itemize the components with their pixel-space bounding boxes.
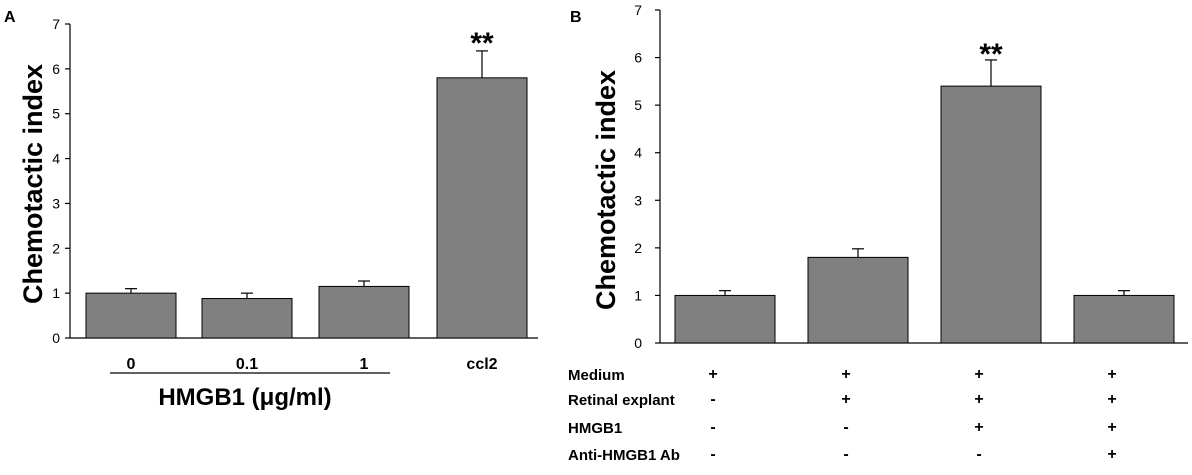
- condition-sign: +: [974, 419, 983, 436]
- bar: [318, 285, 410, 339]
- significance-marker: **: [979, 38, 1003, 71]
- condition-sign: +: [974, 366, 983, 383]
- condition-row-label: Anti-HMGB1 Ab: [568, 447, 680, 464]
- bar: [201, 298, 293, 339]
- condition-sign: +: [1107, 366, 1116, 383]
- x-category-label: 0: [127, 356, 136, 373]
- bar: [436, 77, 528, 339]
- y-tick-label: 6: [634, 50, 642, 66]
- y-tick-label: 3: [52, 195, 60, 211]
- bar: [1073, 294, 1175, 344]
- y-tick-label: 6: [52, 61, 60, 77]
- y-tick-label: 7: [52, 16, 60, 32]
- condition-sign: +: [841, 391, 850, 408]
- condition-sign: -: [843, 419, 848, 436]
- bar: [674, 294, 776, 344]
- x-category-label: 0.1: [236, 356, 258, 373]
- condition-row-label: Retinal explant: [568, 392, 675, 409]
- condition-sign: +: [1107, 391, 1116, 408]
- y-tick-label: 5: [634, 97, 642, 113]
- panel-a-xlabel: HMGB1 (μg/ml): [158, 384, 331, 411]
- condition-sign: +: [974, 391, 983, 408]
- y-tick-label: 7: [634, 2, 642, 18]
- y-tick-label: 2: [52, 240, 60, 256]
- y-tick-label: 1: [52, 285, 60, 301]
- y-tick-label: 1: [634, 287, 642, 303]
- y-tick-label: 0: [634, 335, 642, 351]
- condition-sign: -: [710, 419, 715, 436]
- condition-sign: -: [843, 446, 848, 463]
- condition-sign: +: [841, 366, 850, 383]
- significance-marker: **: [470, 27, 494, 60]
- condition-sign: -: [710, 446, 715, 463]
- condition-sign: +: [708, 366, 717, 383]
- x-category-label: ccl2: [466, 356, 497, 373]
- condition-row-label: Medium: [568, 367, 625, 384]
- condition-sign: -: [710, 391, 715, 408]
- panel-b-marks: 0 1 2 3 4 5 6 7 **: [634, 2, 1175, 351]
- y-tick-label: 2: [634, 240, 642, 256]
- panel-b-label: B: [570, 9, 582, 26]
- y-tick-label: 4: [634, 145, 642, 161]
- condition-sign: +: [1107, 446, 1116, 463]
- y-tick-label: 0: [52, 330, 60, 346]
- condition-row-label: HMGB1: [568, 420, 622, 437]
- panel-a: A Chemotactic index HMGB1 (μg/ml) 0 1 2 3 4 5…: [4, 9, 538, 411]
- bar: [807, 256, 909, 344]
- panel-a-label: A: [4, 9, 16, 26]
- y-tick-label: 4: [52, 151, 60, 167]
- panel-b-ylabel: Chemotactic index: [591, 70, 621, 310]
- panel-a-marks: 0 1 2 3 4 5 6 7 0 0.1 1 ** ccl2: [52, 16, 528, 373]
- bar: [940, 85, 1042, 344]
- x-category-label: 1: [360, 356, 369, 373]
- y-tick-label: 3: [634, 192, 642, 208]
- bar: [85, 292, 177, 339]
- condition-sign: -: [976, 446, 981, 463]
- y-tick-label: 5: [52, 106, 60, 122]
- condition-sign: +: [1107, 419, 1116, 436]
- panel-a-ylabel: Chemotactic index: [18, 64, 48, 304]
- panel-b: B Chemotactic index 0 1 2 3 4 5 6 7 ** Medium + + +…: [568, 2, 1188, 464]
- panel-b-condition-table: Medium + + + + Retinal explant - + + + HMGB1 - - + + An…: [568, 366, 1117, 464]
